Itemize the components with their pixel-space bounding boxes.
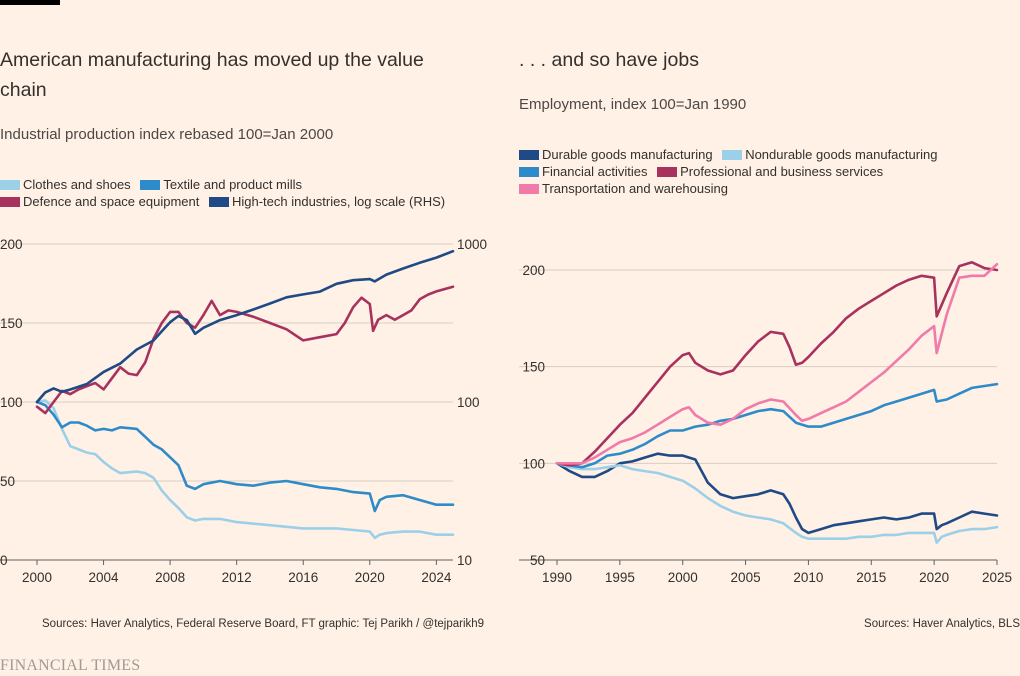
y-tick-label: 150 [0, 316, 23, 331]
legend-item: Transportation and warehousing [519, 180, 728, 197]
x-tick-label: 2020 [919, 570, 949, 585]
x-tick-label: 2008 [155, 570, 185, 585]
series-line [555, 452, 999, 535]
x-tick-label: 2025 [982, 570, 1012, 585]
legend-item: Nondurable goods manufacturing [722, 146, 937, 163]
y-tick-label: 200 [522, 263, 545, 278]
legend-label: Defence and space equipment [23, 194, 200, 209]
x-tick-label: 2024 [421, 570, 452, 585]
legend-label: Textile and product mills [163, 177, 303, 192]
y2-tick-label: 10 [457, 553, 472, 568]
right-legend: Durable goods manufacturing Nondurable g… [519, 146, 943, 197]
series-line [35, 399, 455, 540]
legend-label: High-tech industries, log scale (RHS) [231, 194, 446, 209]
legend-item: High-tech industries, log scale (RHS) [208, 193, 446, 210]
series-line [35, 285, 455, 415]
x-tick-label: 2004 [89, 570, 120, 585]
left-chart-title: American manufacturing has moved up the … [0, 49, 424, 101]
brand-bar [0, 0, 60, 5]
legend-swatch [657, 167, 678, 177]
legend-label: Clothes and shoes [23, 177, 131, 192]
series-line [555, 262, 999, 465]
right-chart-subtitle: Employment, index 100=Jan 1990 [519, 96, 747, 113]
series-line [555, 260, 999, 467]
series-line [35, 249, 455, 404]
legend-label: Professional and business services [680, 164, 884, 179]
legend-swatch [519, 167, 539, 177]
legend-item: Textile and product mills [140, 176, 302, 193]
x-tick-label: 2005 [731, 570, 761, 585]
legend-item: Financial activities [519, 163, 648, 180]
y-tick-label: 50 [0, 474, 15, 489]
legend-swatch [519, 150, 539, 160]
y2-tick-label: 1000 [457, 237, 487, 252]
legend-label: Financial activities [542, 164, 648, 179]
left-chart-subtitle: Industrial production index rebased 100=… [0, 126, 334, 143]
legend-swatch [0, 197, 20, 207]
legend-item: Durable goods manufacturing [519, 146, 713, 163]
ft-logo: FINANCIAL TIMES [0, 657, 141, 674]
legend-swatch [208, 197, 229, 207]
x-tick-label: 2010 [793, 570, 823, 585]
legend-swatch [140, 180, 161, 190]
y-tick-label: 50 [530, 553, 545, 568]
legend-item: Professional and business services [657, 163, 883, 180]
x-tick-label: 1990 [542, 570, 572, 585]
series-line [555, 382, 999, 469]
y-tick-label: 100 [522, 456, 545, 471]
series-line [555, 461, 999, 544]
legend-swatch [519, 184, 539, 194]
x-tick-label: 2000 [668, 570, 698, 585]
x-tick-label: 2000 [22, 570, 52, 585]
y-tick-label: 0 [0, 553, 8, 568]
left-legend: Clothes and shoes Textile and product mi… [0, 176, 451, 210]
y-tick-label: 200 [0, 237, 23, 252]
left-source-note: Sources: Haver Analytics, Federal Reserv… [42, 618, 485, 630]
y-tick-label: 100 [0, 395, 23, 410]
legend-item: Clothes and shoes [0, 176, 131, 193]
x-tick-label: 2015 [856, 570, 886, 585]
right-source-note: Sources: Haver Analytics, BLS [864, 618, 1020, 630]
legend-label: Durable goods manufacturing [542, 147, 713, 162]
y-tick-label: 150 [522, 360, 545, 375]
y2-tick-label: 100 [457, 395, 480, 410]
x-tick-label: 2016 [288, 570, 318, 585]
legend-swatch [722, 150, 743, 160]
x-tick-label: 2020 [355, 570, 385, 585]
legend-label: Transportation and warehousing [542, 181, 728, 196]
x-tick-label: 2012 [222, 570, 252, 585]
right-chart-title: . . . and so have jobs [519, 49, 699, 71]
legend-item: Defence and space equipment [0, 193, 199, 210]
legend-swatch [0, 180, 20, 190]
x-tick-label: 1995 [605, 570, 635, 585]
series-line [35, 400, 455, 513]
legend-label: Nondurable goods manufacturing [745, 147, 938, 162]
